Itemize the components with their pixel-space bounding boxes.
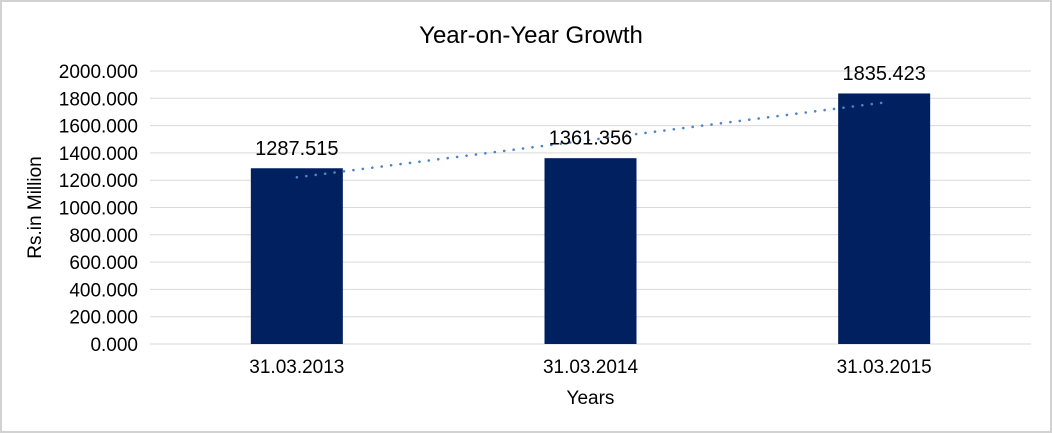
x-axis-title: Years [567,388,615,409]
y-tick-label: 1600.000 [59,117,138,138]
bar-value-label: 1287.515 [255,138,338,160]
bar-series [250,93,931,345]
chart-title: Year-on-Year Growth [419,22,643,49]
x-tick-label: 31.03.2013 [249,357,344,378]
y-tick-label: 1400.000 [59,144,138,165]
y-tick-label: 400.000 [69,280,138,301]
y-tick-label: 200.000 [69,308,138,329]
labels-layer: 0.000 200.000 400.000 600.000 800.000 1000.00… [59,62,932,378]
y-tick-label: 0.000 [90,335,138,356]
y-tick-label: 800.000 [69,226,138,247]
y-axis-title: Rs.in Million [25,156,46,258]
bar [250,168,343,344]
y-tick-label: 2000.000 [59,62,138,83]
bar [544,158,637,344]
trendline-layer [295,101,886,179]
bar [838,93,931,345]
trendline [295,101,886,179]
y-tick-label: 1800.000 [59,89,138,110]
y-tick-label: 1200.000 [59,171,138,192]
bar-value-label: 1361.356 [549,128,632,150]
y-tick-label: 1000.000 [59,199,138,220]
y-tick-label: 600.000 [69,253,138,274]
bar-value-label: 1835.423 [842,63,925,85]
x-tick-label: 31.03.2015 [837,357,932,378]
x-tick-label: 31.03.2014 [543,357,639,378]
